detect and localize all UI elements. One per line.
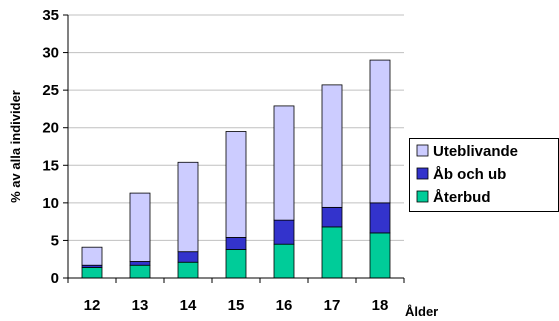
y-ticks: 0 5 10 15 20 25 30 35 [42, 7, 68, 287]
bar-segment [225, 237, 247, 250]
x-tick-label: 12 [84, 297, 101, 314]
x-tick-label: 17 [324, 297, 341, 314]
bar-segment [369, 232, 391, 279]
y-tick-label: 35 [42, 7, 59, 24]
y-tick-label: 10 [42, 195, 59, 212]
x-tick-label: 16 [276, 297, 293, 314]
bar-segment [177, 251, 199, 263]
bar-segment [321, 84, 343, 208]
bar-segment [225, 249, 247, 279]
x-tick-label: 13 [132, 297, 149, 314]
x-tick-label: 18 [372, 297, 389, 314]
y-tick-label: 5 [51, 232, 59, 249]
bar-segment [321, 226, 343, 279]
bar-segment [369, 202, 391, 234]
legend-label: Åb och ub [433, 166, 506, 183]
legend-label: Återbud [433, 189, 491, 206]
legend: Uteblivande Åb och ub Återbud [409, 138, 559, 212]
bar-segment [129, 264, 151, 279]
bar-segment [177, 261, 199, 279]
bar-segment [321, 206, 343, 228]
axes [67, 15, 404, 279]
legend-label: Uteblivande [433, 143, 518, 160]
x-tick-label: 14 [180, 297, 197, 314]
legend-swatch [416, 167, 429, 180]
bar-segment [177, 161, 199, 253]
bar-segment [225, 131, 247, 238]
x-tick-label: 15 [228, 297, 245, 314]
y-tick-label: 15 [42, 157, 59, 174]
bar-segment [81, 246, 103, 266]
bars [81, 59, 391, 279]
bar-segment [129, 261, 151, 266]
x-ticks: 12 13 14 15 16 17 18 [67, 278, 405, 314]
y-tick-label: 20 [42, 120, 59, 137]
y-tick-label: 0 [51, 270, 59, 287]
bar-segment [273, 243, 295, 279]
bar-segment [81, 267, 103, 279]
bar-segment [129, 192, 151, 262]
legend-swatch [416, 144, 429, 157]
legend-items: Uteblivande Åb och ub Återbud [416, 143, 518, 206]
bar-segment [273, 219, 295, 245]
bar-segment [369, 59, 391, 204]
x-axis-title: Ålder [405, 304, 438, 319]
y-axis-title: % av alla individer [8, 90, 23, 203]
bar-segment [273, 105, 295, 221]
y-tick-label: 25 [42, 82, 59, 99]
y-tick-label: 30 [42, 45, 59, 62]
legend-swatch [416, 190, 429, 203]
